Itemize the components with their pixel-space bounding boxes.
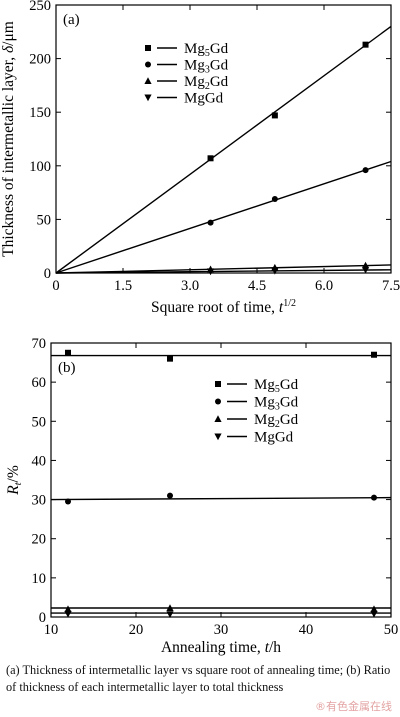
y-tick-label: 30	[32, 493, 47, 509]
data-point-mggd	[271, 267, 279, 275]
data-point-mggd	[370, 610, 378, 618]
panel-a-thickness-chart: 0 1.5 3.0 4.5 6.0 7.5050100150200250(a)Mg5GdM…	[0, 0, 400, 316]
legend-marker-mg5gd	[145, 45, 151, 51]
y-tick-label: 70	[32, 336, 47, 352]
y-tick-label: 40	[32, 453, 47, 469]
legend-marker-mggd	[214, 433, 222, 441]
data-point-mggd	[361, 266, 370, 274]
y-tick-label: 100	[29, 159, 51, 175]
y-tick-label: 250	[29, 0, 51, 14]
fit-line-mg3gd	[50, 496, 392, 501]
legend-label-mg3gd: Mg3Gd	[254, 395, 299, 413]
plot-frame	[55, 4, 392, 274]
y-tick-label: 10	[32, 571, 47, 587]
x-tick-label: 0	[52, 278, 59, 294]
x-tick-label: 10	[44, 622, 59, 638]
data-point-mggd	[166, 611, 174, 619]
legend-marker-mg3gd	[215, 398, 221, 405]
x-axis-label: Square root of time, t1/2	[151, 298, 296, 316]
data-point-mg5gd	[371, 351, 377, 358]
x-tick-label: 6.0	[315, 278, 333, 294]
data-point-mg3gd	[362, 167, 369, 174]
y-tick-label: 0	[39, 610, 46, 626]
data-point-mg2gd	[166, 604, 174, 611]
legend-marker-mggd	[144, 94, 152, 102]
y-axis-label: Thickness of intermetallic layer, δ/μm	[0, 21, 17, 257]
x-tick-label: 50	[384, 622, 399, 638]
legend-marker-mg2gd	[214, 415, 222, 422]
y-tick-label: 150	[29, 105, 51, 121]
x-tick-label: 30	[214, 622, 229, 638]
data-point-mg5gd	[271, 112, 278, 119]
data-point-mg3gd	[271, 196, 278, 203]
fit-line-mg3gd	[55, 160, 392, 274]
x-tick-label: 3.0	[181, 278, 199, 294]
data-point-mg3gd	[207, 219, 214, 226]
x-tick-label: 20	[129, 622, 144, 638]
legend-marker-mg5gd	[215, 381, 221, 387]
legend-label-mg3gd: Mg3Gd	[184, 58, 229, 76]
x-tick-label: 7.5	[382, 278, 400, 294]
x-axis-label: Annealing time, t/h	[161, 639, 281, 656]
x-tick-label: 4.5	[248, 278, 266, 294]
data-point-mggd	[64, 610, 72, 618]
data-point-mg2gd	[370, 605, 378, 613]
panel-label: (b)	[58, 360, 76, 376]
fit-line-mg2gd	[55, 264, 392, 274]
figure-caption: (a) Thickness of intermetallic layer vs …	[6, 663, 391, 694]
data-point-mg5gd	[167, 355, 173, 362]
y-tick-label: 50	[37, 212, 52, 228]
legend-marker-mg2gd	[144, 77, 152, 84]
y-tick-label: 0	[44, 266, 51, 282]
x-tick-label: 40	[299, 622, 314, 638]
fit-line-mg5gd	[55, 25, 392, 274]
legend-label-mg5gd: Mg5Gd	[254, 377, 299, 395]
panel-b-ratio-chart: 10 20 30 40 50010203040506070(b)Mg5GdMg3GdMg…	[5, 336, 398, 656]
data-point-mg5gd	[362, 41, 369, 48]
legend-label-mggd: MgGd	[184, 91, 224, 107]
data-point-mg5gd	[207, 155, 214, 162]
data-point-mg3gd	[65, 498, 71, 505]
legend-label-mg2gd: Mg2Gd	[254, 412, 299, 430]
x-tick-label: 1.5	[114, 278, 132, 294]
panel-label: (a)	[63, 12, 80, 28]
data-point-mg3gd	[167, 492, 173, 499]
data-point-mg5gd	[65, 349, 71, 356]
data-point-mggd	[206, 268, 215, 276]
legend-marker-mg3gd	[145, 61, 151, 68]
legend-label-mg5gd: Mg5Gd	[184, 41, 229, 59]
fit-line-mggd	[55, 269, 392, 274]
y-axis-label: Rt/%	[5, 465, 24, 496]
y-tick-label: 200	[29, 52, 51, 68]
y-tick-label: 60	[32, 375, 47, 391]
legend-label-mggd: MgGd	[254, 430, 294, 446]
legend-label-mg2gd: Mg2Gd	[184, 74, 229, 92]
y-tick-label: 50	[32, 414, 47, 430]
data-point-mg3gd	[371, 494, 377, 501]
y-tick-label: 20	[32, 532, 47, 548]
data-point-mg2gd	[64, 605, 72, 613]
watermark: ®有色金属在线	[315, 700, 392, 713]
